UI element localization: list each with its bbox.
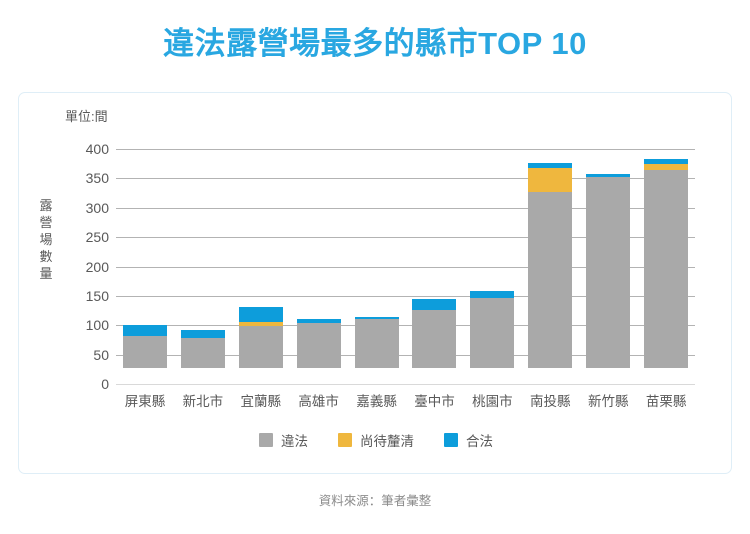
bar-stack[interactable] xyxy=(122,325,167,368)
y-axis-tick-label: 150 xyxy=(85,287,109,304)
bar-segment-illegal[interactable] xyxy=(412,309,457,368)
gridline: 150 xyxy=(86,288,695,304)
plot-area: 400 350 300 250 200 150 100 50 0 xyxy=(86,141,695,392)
bar-stack[interactable] xyxy=(238,306,283,368)
bar-stack[interactable] xyxy=(528,162,573,368)
bar-stack[interactable] xyxy=(644,158,689,368)
bar-segment-legal[interactable] xyxy=(296,318,341,323)
x-axis-label: 新北市 xyxy=(182,394,224,409)
bar-segment-pending[interactable] xyxy=(528,167,573,192)
bar-slot[interactable] xyxy=(463,141,521,376)
legend-label: 合法 xyxy=(466,434,493,449)
y-axis-tick-label: 300 xyxy=(85,199,109,216)
bar-segment-illegal[interactable] xyxy=(296,322,341,368)
gridline: 250 xyxy=(86,229,695,245)
bar-slot[interactable] xyxy=(348,141,406,376)
legend-item-pending[interactable]: 尚待釐清 xyxy=(338,430,414,450)
bar-slot[interactable] xyxy=(174,141,232,376)
gridline: 400 xyxy=(86,141,695,157)
y-axis-title-char: 營 xyxy=(39,215,53,230)
bar-slot[interactable] xyxy=(232,141,290,376)
legend-swatch-illegal xyxy=(259,433,273,447)
x-axis-label: 臺中市 xyxy=(414,394,455,409)
bar-segment-illegal[interactable] xyxy=(180,338,225,368)
x-axis-labels: 屏東縣 新北市 宜蘭縣 高雄市 嘉義縣 臺中市 桃園市 南投縣 新竹縣 苗栗縣 xyxy=(116,390,695,410)
y-axis-tick-label: 0 xyxy=(101,376,109,392)
gridline: 0 xyxy=(101,376,695,392)
chart-card: 單位:間 露營場數量 400 350 300 250 200 150 100 50 0 屏東縣 新… xyxy=(18,92,732,474)
x-axis-label: 新竹縣 xyxy=(587,394,629,409)
bar-segment-illegal[interactable] xyxy=(528,191,573,368)
bar-slot[interactable] xyxy=(116,141,174,376)
legend-item-legal[interactable]: 合法 xyxy=(444,430,493,450)
bar-segment-pending[interactable] xyxy=(238,322,283,326)
y-axis-title-char: 數 xyxy=(39,249,53,264)
bar-segment-legal[interactable] xyxy=(470,291,515,299)
x-axis-label: 桃園市 xyxy=(472,394,513,409)
y-axis-tick-label: 200 xyxy=(85,258,109,275)
legend-swatch-legal xyxy=(444,433,458,447)
y-axis-tick-label: 250 xyxy=(85,229,109,246)
y-axis-title-char: 量 xyxy=(39,266,53,281)
bar-segment-legal[interactable] xyxy=(412,298,457,310)
legend-item-illegal[interactable]: 違法 xyxy=(259,430,308,450)
source-note: 資料來源：筆者彙整 xyxy=(318,494,432,508)
bar-slot[interactable] xyxy=(406,141,464,376)
bar-stack[interactable] xyxy=(180,329,225,368)
bar-segment-legal[interactable] xyxy=(586,174,631,178)
bar-segment-legal[interactable] xyxy=(354,316,399,320)
y-axis-title-char: 場 xyxy=(39,232,53,247)
bar-segment-legal[interactable] xyxy=(122,325,167,336)
bar-slot[interactable] xyxy=(579,141,637,376)
legend-label: 違法 xyxy=(281,434,308,449)
x-axis-label: 苗栗縣 xyxy=(645,394,687,409)
y-axis-tick-label: 400 xyxy=(85,141,109,157)
y-axis-tick-label: 100 xyxy=(85,317,109,334)
x-axis-label: 南投縣 xyxy=(530,394,571,409)
x-axis-label: 宜蘭縣 xyxy=(240,394,282,409)
y-axis-title: 露營場數量 xyxy=(37,197,55,282)
bar-group xyxy=(116,141,695,376)
bar-slot[interactable] xyxy=(290,141,348,376)
bar-slot[interactable] xyxy=(637,141,695,376)
gridline: 100 xyxy=(86,317,695,333)
bar-segment-illegal[interactable] xyxy=(354,319,399,368)
bar-segment-illegal[interactable] xyxy=(238,325,283,368)
bar-segment-illegal[interactable] xyxy=(122,335,167,368)
bar-slot[interactable] xyxy=(521,141,579,376)
x-axis-label: 高雄市 xyxy=(298,394,339,409)
bar-segment-legal[interactable] xyxy=(180,329,225,339)
gridline: 200 xyxy=(86,259,695,275)
bar-segment-legal[interactable] xyxy=(644,158,689,164)
bar-segment-illegal[interactable] xyxy=(644,170,689,368)
bar-segment-illegal[interactable] xyxy=(586,177,631,368)
gridline: 300 xyxy=(86,200,695,216)
legend-swatch-pending xyxy=(338,433,352,447)
bar-stack[interactable] xyxy=(586,174,631,368)
y-axis-tick-label: 50 xyxy=(93,346,109,363)
gridline: 50 xyxy=(93,347,695,363)
gridline: 350 xyxy=(86,170,695,186)
x-axis-label: 嘉義縣 xyxy=(356,394,397,409)
y-axis-tick-label: 350 xyxy=(85,170,109,187)
unit-note: 單位:間 xyxy=(65,109,108,124)
legend-label: 尚待釐清 xyxy=(360,434,414,449)
bar-segment-legal[interactable] xyxy=(528,162,573,168)
chart-legend: 違法 尚待釐清 合法 xyxy=(19,430,733,450)
bar-stack[interactable] xyxy=(354,316,399,368)
x-axis-label: 屏東縣 xyxy=(124,394,166,409)
y-axis-title-char: 露 xyxy=(39,198,53,213)
bar-stack[interactable] xyxy=(412,298,457,368)
page-title: 違法露營場最多的縣市TOP 10 xyxy=(163,26,587,61)
bar-stack[interactable] xyxy=(470,291,515,368)
bar-segment-legal[interactable] xyxy=(238,306,283,323)
bar-segment-pending[interactable] xyxy=(644,163,689,171)
bar-stack[interactable] xyxy=(296,318,341,368)
bar-segment-illegal[interactable] xyxy=(470,298,515,368)
